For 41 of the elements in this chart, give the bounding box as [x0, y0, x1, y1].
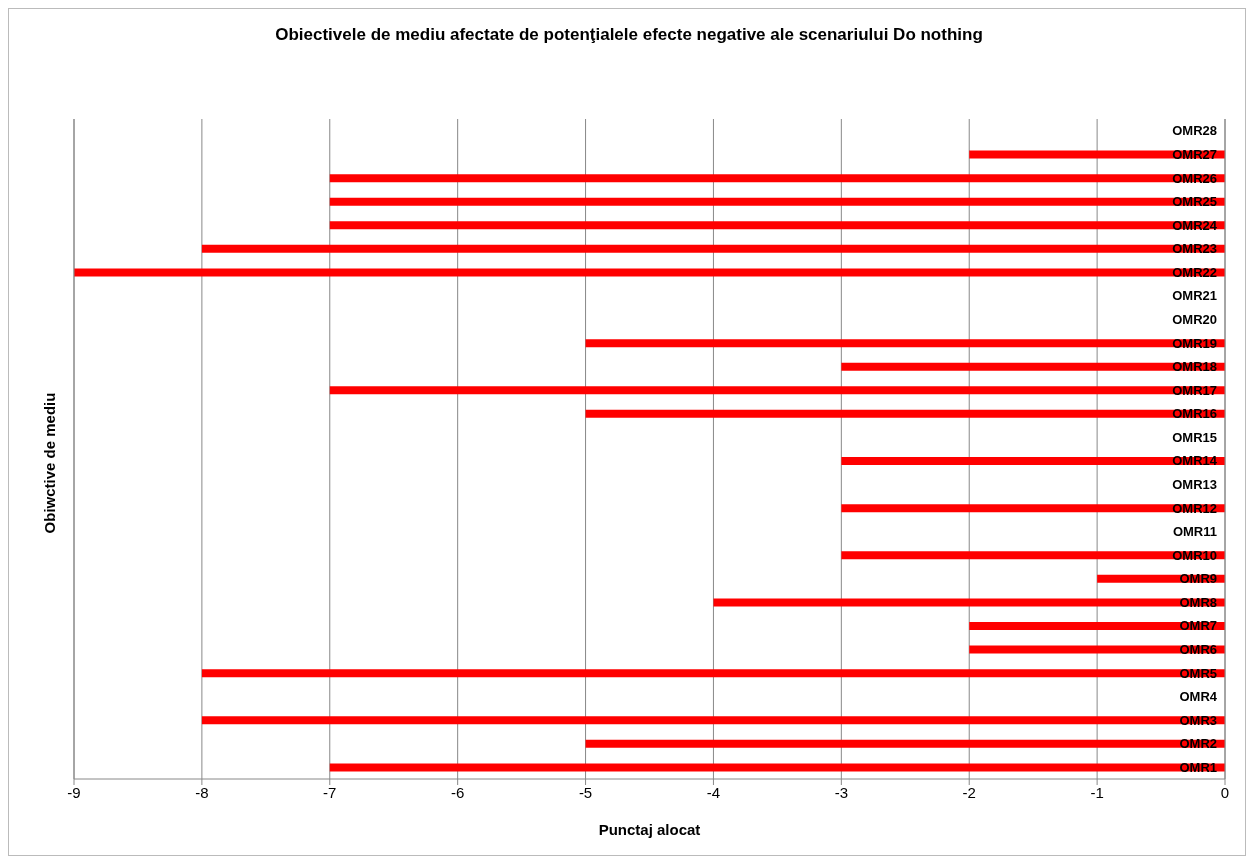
y-tick-label: OMR6: [1179, 641, 1217, 657]
y-tick-label: OMR4: [1179, 689, 1218, 705]
x-tick-label: -3: [834, 783, 849, 801]
x-tick-label: -6: [450, 783, 465, 801]
x-tick-label: -2: [962, 783, 976, 801]
y-tick-label: OMR13: [1172, 476, 1217, 492]
y-tick-label: OMR10: [1172, 547, 1217, 563]
y-tick-label: OMR23: [1172, 241, 1217, 257]
chart-title: Obiectivele de mediu afectate de potenţialele efecte negative ale scenariului Do nothing: [274, 25, 984, 45]
y-tick-label: OMR2: [1179, 736, 1217, 752]
x-axis-title: Punctaj alocat: [598, 821, 701, 838]
x-tick-label: -1: [1090, 783, 1104, 801]
y-tick-label: OMR28: [1172, 123, 1217, 139]
y-tick-label: OMR26: [1172, 170, 1217, 186]
x-tick-label: -9: [67, 783, 81, 801]
y-tick-label: OMR24: [1172, 217, 1218, 233]
y-tick-label: OMR16: [1172, 406, 1217, 422]
y-tick-label: OMR18: [1172, 359, 1217, 375]
y-tick-label: OMR15: [1172, 429, 1217, 445]
x-tick-label: -5: [578, 783, 593, 801]
y-tick-label: OMR22: [1172, 264, 1217, 280]
x-tick-label: 0: [1220, 783, 1230, 801]
y-tick-label: OMR7: [1179, 618, 1217, 634]
y-tick-label: OMR11: [1172, 524, 1217, 540]
y-tick-label: OMR5: [1179, 665, 1217, 681]
y-tick-label: OMR21: [1172, 288, 1217, 304]
y-tick-label: OMR27: [1172, 146, 1217, 162]
y-tick-label: OMR1: [1179, 759, 1217, 775]
x-tick-label: -4: [706, 783, 721, 801]
y-tick-label: OMR19: [1172, 335, 1217, 351]
y-tick-label: OMR25: [1172, 194, 1217, 210]
y-axis-title: Obiwctive de mediu: [40, 392, 58, 534]
y-tick-label: OMR3: [1179, 712, 1217, 728]
x-tick-label: -7: [323, 783, 337, 801]
y-tick-label: OMR9: [1179, 571, 1217, 587]
y-tick-label: OMR14: [1172, 453, 1218, 469]
y-tick-label: OMR17: [1172, 382, 1217, 398]
y-tick-label: OMR12: [1172, 500, 1217, 516]
x-tick-label: -8: [195, 783, 209, 801]
y-tick-label: OMR20: [1172, 311, 1217, 327]
y-tick-label: OMR8: [1179, 594, 1217, 610]
